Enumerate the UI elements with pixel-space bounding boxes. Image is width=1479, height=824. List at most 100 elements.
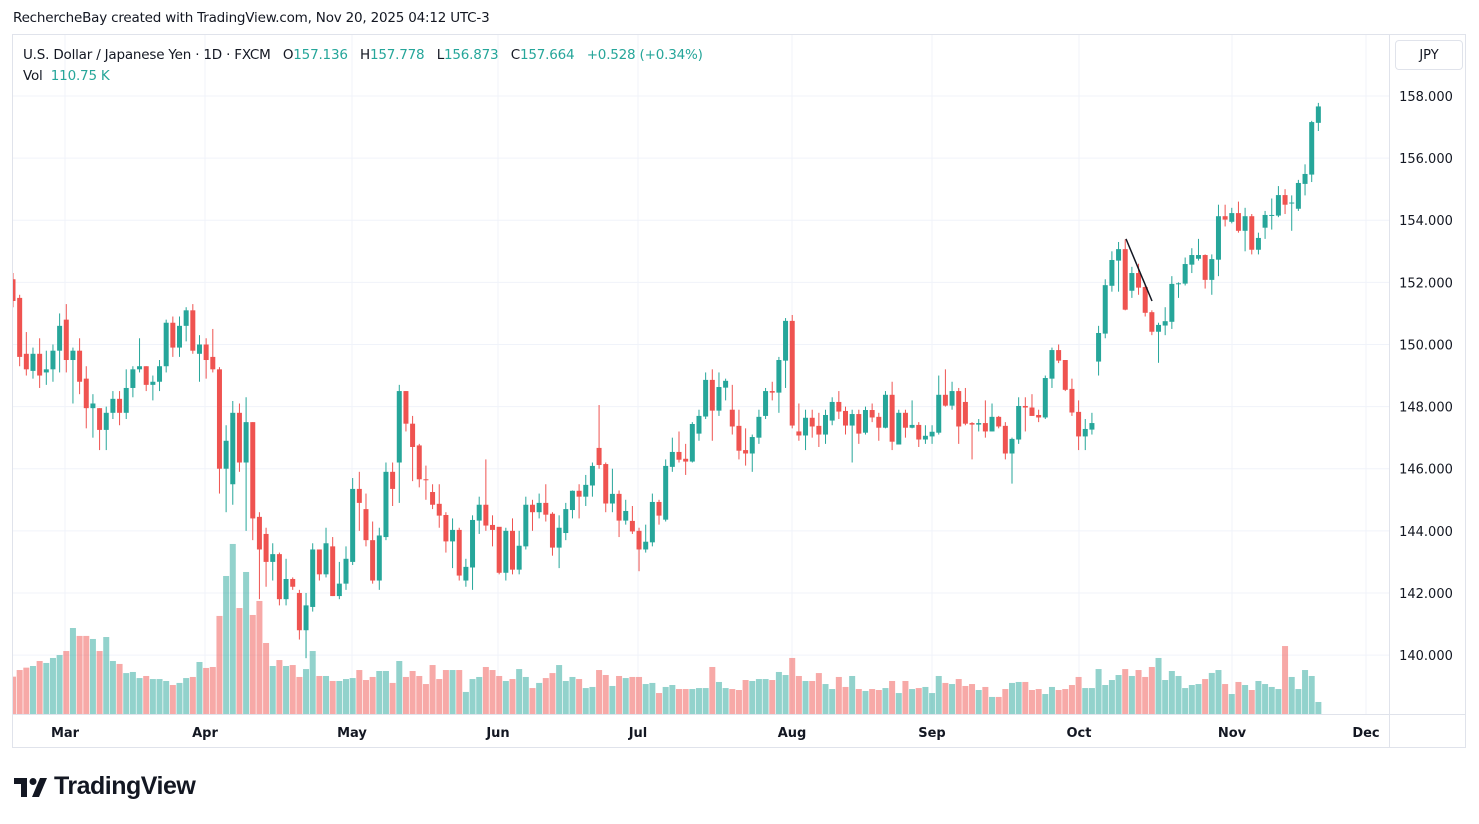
candle-body[interactable] bbox=[696, 415, 702, 434]
candle-body[interactable] bbox=[383, 471, 389, 538]
candle-body[interactable] bbox=[729, 409, 735, 427]
candle-body[interactable] bbox=[1169, 283, 1175, 322]
candle-body[interactable] bbox=[170, 322, 176, 348]
candle-body[interactable] bbox=[270, 554, 276, 562]
candle-body[interactable] bbox=[1282, 195, 1288, 205]
candle-body[interactable] bbox=[543, 502, 549, 515]
candle-body[interactable] bbox=[390, 471, 396, 489]
candle-body[interactable] bbox=[1116, 249, 1122, 261]
candle-body[interactable] bbox=[250, 422, 256, 519]
candle-body[interactable] bbox=[23, 353, 29, 370]
candle-body[interactable] bbox=[1129, 273, 1135, 291]
candle-body[interactable] bbox=[456, 529, 462, 576]
candle-body[interactable] bbox=[11, 279, 16, 301]
candle-body[interactable] bbox=[196, 344, 202, 354]
candle-body[interactable] bbox=[223, 440, 229, 469]
candle-body[interactable] bbox=[57, 325, 63, 351]
candle-body[interactable] bbox=[1162, 321, 1168, 326]
candle-body[interactable] bbox=[263, 533, 269, 562]
candle-body[interactable] bbox=[436, 503, 442, 516]
candle-body[interactable] bbox=[996, 416, 1002, 427]
candle-body[interactable] bbox=[1069, 388, 1075, 413]
candle-body[interactable] bbox=[756, 416, 762, 438]
candle-body[interactable] bbox=[636, 530, 642, 550]
candle-body[interactable] bbox=[1076, 411, 1082, 437]
candle-body[interactable] bbox=[70, 350, 76, 361]
candle-body[interactable] bbox=[703, 379, 709, 417]
candle-body[interactable] bbox=[922, 435, 928, 440]
candle-body[interactable] bbox=[1289, 202, 1295, 204]
candle-body[interactable] bbox=[576, 490, 582, 497]
candle-body[interactable] bbox=[1202, 255, 1208, 280]
candle-body[interactable] bbox=[157, 366, 163, 382]
candle-body[interactable] bbox=[1056, 350, 1062, 361]
candle-body[interactable] bbox=[1042, 378, 1048, 418]
candle-body[interactable] bbox=[623, 510, 629, 521]
candle-body[interactable] bbox=[470, 519, 476, 568]
candle-body[interactable] bbox=[629, 520, 635, 532]
candle-body[interactable] bbox=[483, 504, 489, 526]
candle-body[interactable] bbox=[1096, 332, 1102, 362]
candle-body[interactable] bbox=[130, 369, 136, 388]
candle-body[interactable] bbox=[523, 504, 529, 547]
candle-body[interactable] bbox=[63, 319, 69, 361]
candle-body[interactable] bbox=[203, 344, 209, 361]
candle-body[interactable] bbox=[243, 422, 249, 463]
candle-body[interactable] bbox=[1222, 216, 1228, 220]
candle-body[interactable] bbox=[563, 509, 569, 534]
candle-body[interactable] bbox=[1022, 405, 1028, 408]
candle-body[interactable] bbox=[1255, 237, 1261, 250]
candle-body[interactable] bbox=[490, 524, 496, 530]
candle-body[interactable] bbox=[1136, 273, 1142, 288]
candle-body[interactable] bbox=[1215, 216, 1221, 260]
candle-body[interactable] bbox=[843, 410, 848, 426]
symbol-title[interactable]: U.S. Dollar / Japanese Yen · 1D · FXCM bbox=[23, 47, 271, 63]
candle-body[interactable] bbox=[1016, 405, 1022, 440]
candle-body[interactable] bbox=[536, 502, 542, 513]
candle-body[interactable] bbox=[236, 412, 242, 463]
candle-body[interactable] bbox=[303, 605, 309, 631]
candle-body[interactable] bbox=[363, 509, 369, 541]
candle-body[interactable] bbox=[256, 516, 262, 550]
candle-body[interactable] bbox=[343, 558, 349, 584]
candle-body[interactable] bbox=[97, 408, 103, 430]
candle-body[interactable] bbox=[310, 549, 316, 607]
candle-body[interactable] bbox=[1195, 255, 1201, 259]
candle-body[interactable] bbox=[862, 410, 868, 433]
candle-body[interactable] bbox=[776, 360, 782, 393]
candle-body[interactable] bbox=[896, 412, 902, 445]
candle-body[interactable] bbox=[1315, 106, 1321, 123]
candle-body[interactable] bbox=[463, 566, 469, 581]
candle-body[interactable] bbox=[789, 320, 795, 426]
candle-body[interactable] bbox=[1235, 213, 1241, 231]
candle-body[interactable] bbox=[1309, 122, 1315, 175]
candle-body[interactable] bbox=[316, 549, 322, 575]
candle-body[interactable] bbox=[962, 401, 968, 424]
candle-body[interactable] bbox=[150, 381, 156, 385]
candle-body[interactable] bbox=[803, 417, 809, 436]
candle-body[interactable] bbox=[1102, 285, 1108, 334]
candle-body[interactable] bbox=[376, 535, 382, 581]
candle-body[interactable] bbox=[1262, 214, 1268, 228]
candle-body[interactable] bbox=[763, 391, 769, 416]
candle-body[interactable] bbox=[663, 465, 669, 520]
candle-body[interactable] bbox=[410, 423, 416, 447]
candle-body[interactable] bbox=[1156, 324, 1162, 332]
candle-body[interactable] bbox=[929, 431, 935, 437]
candle-body[interactable] bbox=[496, 526, 502, 573]
candle-body[interactable] bbox=[1302, 173, 1308, 184]
tradingview-logo[interactable]: TradingView bbox=[14, 772, 196, 801]
candle-body[interactable] bbox=[1122, 249, 1128, 310]
candle-body[interactable] bbox=[296, 592, 302, 631]
candle-body[interactable] bbox=[403, 391, 409, 424]
candle-body[interactable] bbox=[849, 414, 855, 426]
price-axis[interactable]: 140.000 142.000 144.000 146.000 148.000 150.0… bbox=[1399, 90, 1453, 664]
currency-button[interactable]: JPY bbox=[1395, 40, 1463, 70]
candle-body[interactable] bbox=[336, 583, 342, 597]
candle-body[interactable] bbox=[1109, 259, 1115, 286]
candle-body[interactable] bbox=[443, 514, 449, 542]
candle-body[interactable] bbox=[516, 545, 522, 570]
candle-body[interactable] bbox=[649, 501, 655, 543]
candle-body[interactable] bbox=[370, 540, 376, 581]
